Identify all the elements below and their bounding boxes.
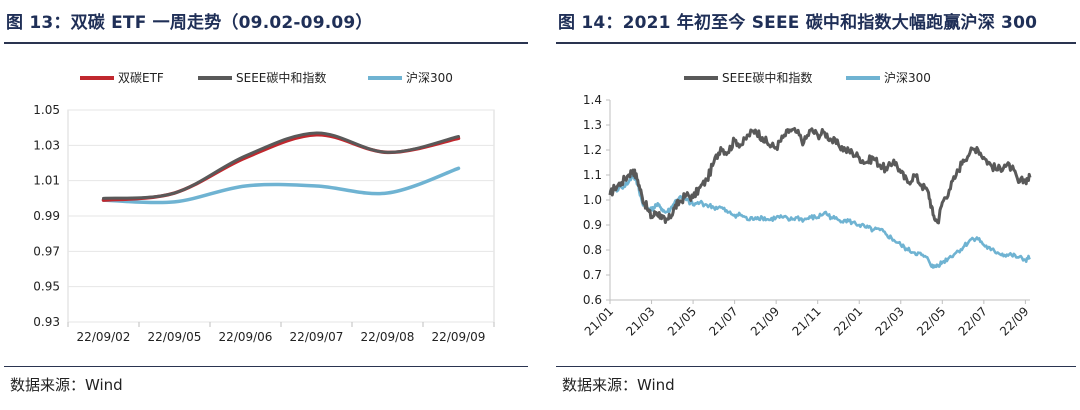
y-tick-label: 0.95 <box>33 280 60 294</box>
legend-item: SEEE碳中和指数 <box>198 70 326 85</box>
x-tick-label: 22/09/09 <box>432 330 486 344</box>
x-tick-label: 21/03 <box>623 304 657 338</box>
legend-item: SEEE碳中和指数 <box>684 70 812 85</box>
y-tick-label: 1.2 <box>583 143 602 157</box>
legend-item: 双碳ETF <box>80 71 164 85</box>
y-tick-label: 0.7 <box>583 268 602 282</box>
source-rule <box>4 366 528 367</box>
x-tick-label: 22/07 <box>956 304 990 338</box>
series-line <box>101 166 461 205</box>
legend-label: SEEE碳中和指数 <box>722 70 812 85</box>
x-tick-label: 21/05 <box>665 304 699 338</box>
y-tick-label: 0.6 <box>583 293 602 307</box>
y-tick-label: 1.1 <box>583 168 602 182</box>
legend-label: SEEE碳中和指数 <box>236 70 326 85</box>
y-tick-label: 0.9 <box>583 218 602 232</box>
chart-source-13: 数据来源：Wind <box>10 376 123 394</box>
series-line <box>102 131 460 200</box>
y-tick-label: 0.97 <box>33 244 60 258</box>
title-rule <box>556 42 1076 44</box>
x-tick-label: 21/09 <box>748 304 782 338</box>
y-tick-label: 1.3 <box>583 118 602 132</box>
y-tick-label: 1.03 <box>33 138 60 152</box>
y-tick-label: 1.0 <box>583 193 602 207</box>
x-tick-label: 22/03 <box>873 304 907 338</box>
y-tick-label: 1.4 <box>583 93 602 107</box>
x-tick-label: 21/07 <box>706 304 740 338</box>
x-tick-label: 22/09/08 <box>361 330 415 344</box>
y-tick-label: 1.01 <box>33 174 60 188</box>
x-tick-label: 22/01 <box>831 304 865 338</box>
chart-source-14: 数据来源：Wind <box>562 376 675 394</box>
legend-item: 沪深300 <box>368 71 453 85</box>
y-tick-label: 0.8 <box>583 243 602 257</box>
line-chart-13: 双碳ETF SEEE碳中和指数 沪深300 1.05 1.03 1.01 0.99 0.97 0… <box>33 70 495 344</box>
chart-panel-14: 图 14：2021 年初至今 SEEE 碳中和指数大幅跑赢沪深 300 SEEE… <box>552 0 1080 410</box>
chart-title-13: 图 13：双碳 ETF 一周走势（09.02-09.09） <box>6 13 373 33</box>
chart-panel-13: 图 13：双碳 ETF 一周走势（09.02-09.09） 双碳ETF SEEE碳… <box>4 13 528 394</box>
source-rule <box>556 366 1076 367</box>
y-tick-label: 0.99 <box>33 209 60 223</box>
y-tick-label: 1.05 <box>33 103 60 117</box>
x-tick-label: 22/09/06 <box>219 330 273 344</box>
x-tick-label: 21/11 <box>789 304 823 338</box>
legend-label: 沪深300 <box>884 71 931 85</box>
legend-item: 沪深300 <box>846 71 931 85</box>
legend-label: 双碳ETF <box>118 71 164 85</box>
legend-label: 沪深300 <box>406 71 453 85</box>
series-line <box>608 127 1032 225</box>
x-tick-label: 22/09 <box>997 304 1031 338</box>
x-tick-label: 22/09/02 <box>77 330 131 344</box>
x-tick-label: 22/05 <box>914 304 948 338</box>
x-tick-label: 22/09/05 <box>148 330 202 344</box>
series-line <box>608 173 1031 269</box>
y-tick-label: 0.93 <box>33 315 60 329</box>
x-tick-label: 21/01 <box>582 304 616 338</box>
title-rule <box>4 42 528 44</box>
line-chart-14: SEEE碳中和指数 沪深300 1.4 1.3 1.2 1.1 1.0 0.9 0.8 0.7 0.… <box>582 70 1032 339</box>
chart-title-14: 图 14：2021 年初至今 SEEE 碳中和指数大幅跑赢沪深 300 <box>558 13 1038 33</box>
x-tick-label: 22/09/07 <box>290 330 344 344</box>
